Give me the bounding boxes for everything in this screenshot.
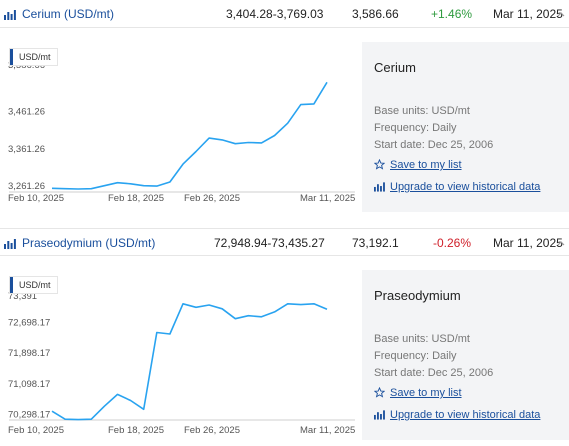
upgrade-link[interactable]: Upgrade to view historical data [374, 409, 540, 421]
y-tick-label: 70,298.17 [8, 409, 50, 420]
bar-chart-icon [4, 10, 16, 20]
unit-label: USD/mt [10, 277, 57, 293]
save-to-list-link[interactable]: Save to my list [373, 386, 462, 399]
price-date: Mar 11, 2025 [493, 236, 563, 250]
y-tick-label: 72,698.17 [8, 318, 50, 329]
info-panel-praseodymium: Praseodymium Base units: USD/mt Frequenc… [362, 270, 569, 440]
x-tick-label: Feb 18, 2025 [108, 425, 164, 436]
frequency: Frequency: Daily [374, 350, 457, 362]
x-tick-label: Mar 11, 2025 [300, 425, 355, 436]
x-tick-label: Mar 11, 2025 [300, 193, 355, 204]
panel-title: Praseodymium [374, 288, 461, 303]
star-icon [373, 158, 386, 170]
commodity-name-link[interactable]: Praseodymium (USD/mt) [22, 236, 156, 250]
price-change: -0.26% [433, 236, 472, 250]
save-label: Save to my list [390, 159, 462, 171]
y-tick-label: 3,261.26 [8, 181, 45, 192]
save-label: Save to my list [390, 387, 462, 399]
chevron-up-icon[interactable] [557, 10, 565, 18]
price-range: 3,404.28-3,769.03 [226, 7, 324, 21]
x-tick-label: Feb 26, 2025 [184, 193, 240, 204]
price-change: +1.46% [431, 7, 473, 21]
frequency: Frequency: Daily [374, 122, 457, 134]
price-date: Mar 11, 2025 [493, 7, 563, 21]
current-price: 3,586.66 [352, 7, 399, 21]
base-units: Base units: USD/mt [374, 333, 470, 345]
bar-chart-icon [374, 182, 385, 192]
y-tick-label: 3,586.66 [8, 60, 45, 71]
bar-chart-icon [4, 239, 16, 249]
panel-title: Cerium [374, 60, 416, 75]
chevron-up-icon[interactable] [557, 239, 565, 247]
x-tick-label: Feb 26, 2025 [184, 425, 240, 436]
star-icon [373, 386, 386, 398]
x-tick-label: Feb 10, 2025 [8, 193, 64, 204]
series-line [51, 303, 328, 421]
bar-chart-icon [374, 410, 385, 420]
price-range: 72,948.94-73,435.27 [214, 236, 325, 250]
x-tick-label: Feb 10, 2025 [8, 425, 64, 436]
y-tick-label: 73,391 [8, 291, 37, 302]
y-tick-label: 3,461.26 [8, 107, 45, 118]
upgrade-label: Upgrade to view historical data [390, 181, 541, 193]
price-chart-praseodymium: 73,391 72,698.17 71,898.17 71,098.17 70,298.… [0, 270, 358, 446]
upgrade-link[interactable]: Upgrade to view historical data [374, 181, 540, 193]
price-chart-cerium: 3,586.66 3,461.26 3,361.26 3,261.26 Feb 10, … [0, 42, 358, 232]
series-line [51, 81, 328, 190]
y-tick-label: 3,361.26 [8, 144, 45, 155]
current-price: 73,192.1 [352, 236, 399, 250]
commodity-name-link[interactable]: Cerium (USD/mt) [22, 7, 114, 21]
commodity-row-cerium[interactable]: Cerium (USD/mt) 3,404.28-3,769.03 3,586.… [0, 0, 569, 28]
x-tick-label: Feb 18, 2025 [108, 193, 164, 204]
upgrade-label: Upgrade to view historical data [390, 409, 541, 421]
info-panel-cerium: Cerium Base units: USD/mt Frequency: Dai… [362, 42, 569, 212]
base-units: Base units: USD/mt [374, 105, 470, 117]
y-tick-label: 71,098.17 [8, 379, 50, 390]
save-to-list-link[interactable]: Save to my list [373, 158, 462, 171]
start-date: Start date: Dec 25, 2006 [374, 139, 494, 151]
commodity-row-praseodymium[interactable]: Praseodymium (USD/mt) 72,948.94-73,435.2… [0, 228, 569, 256]
line-chart: 73,391 72,698.17 71,898.17 71,098.17 70,298.… [8, 291, 355, 436]
unit-label: USD/mt [10, 49, 57, 65]
y-tick-label: 71,898.17 [8, 348, 50, 359]
start-date: Start date: Dec 25, 2006 [374, 367, 494, 379]
